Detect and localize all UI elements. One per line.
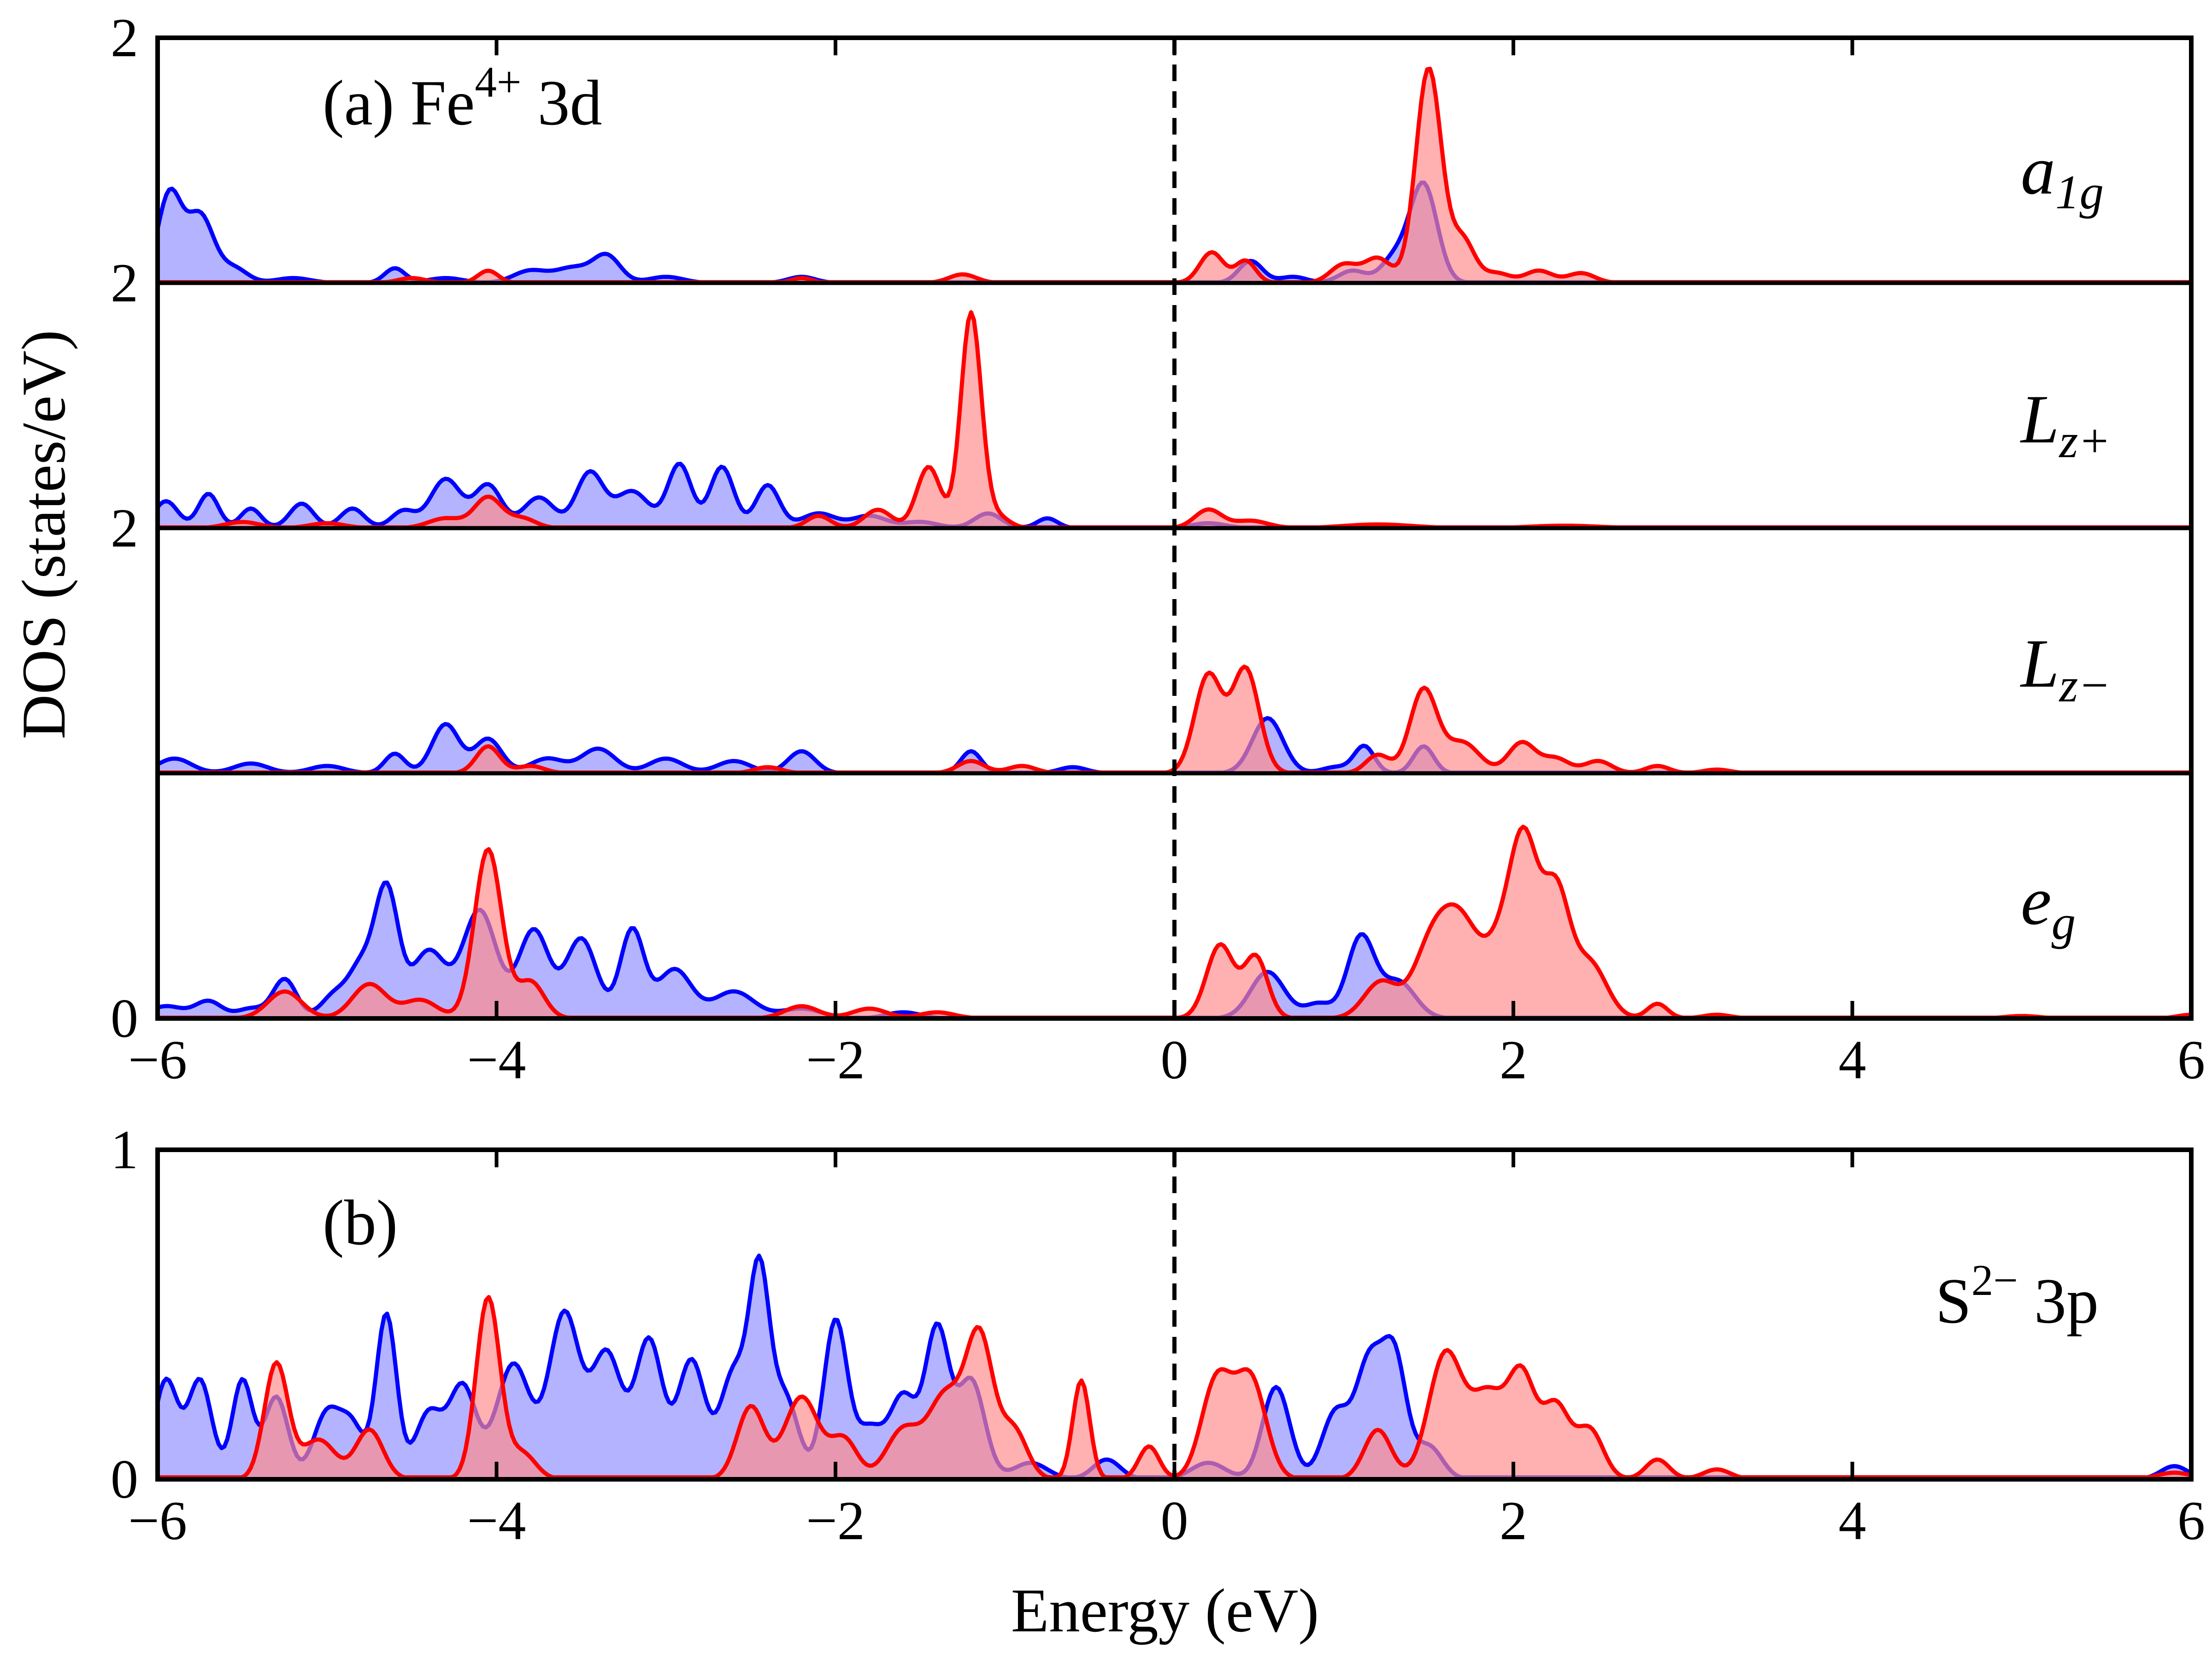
panel-a-title: (a) Fe4+ 3d — [323, 58, 602, 139]
panel-b-x-tick-label: −2 — [806, 1490, 865, 1551]
panel-a-x-tick-label: −4 — [467, 1029, 526, 1090]
panel-b-x-tick-label: 4 — [1839, 1490, 1866, 1551]
panel-a-x-tick-label: −6 — [128, 1029, 187, 1090]
panel-b-x-tick-label: 0 — [1161, 1490, 1188, 1551]
panel-a-x-tick-label: 0 — [1161, 1029, 1188, 1090]
subpanel-lzplus-y-tick-label: 2 — [111, 252, 138, 313]
subpanel-lzminus-orbital-label: Lz− — [2020, 625, 2111, 712]
panel-b-x-tick-label: 2 — [1500, 1490, 1527, 1551]
panel-b-red-fill — [158, 1297, 2191, 1479]
subpanel-eg-orbital-label: eg — [2021, 863, 2076, 949]
panel-b-x-tick-label: −6 — [128, 1490, 187, 1551]
panel-b-blue-fill — [158, 1255, 2191, 1479]
panel-b-y-tick-label: 0 — [111, 1448, 138, 1510]
x-axis-label: Energy (eV) — [1011, 1577, 1319, 1645]
subpanel-a1g-y-tick-label: 2 — [111, 7, 138, 68]
y-axis-label: DOS (states/eV) — [10, 330, 78, 740]
subpanel-eg-blue-fill — [158, 882, 2191, 1018]
panel-a-x-tick-label: 4 — [1839, 1029, 1866, 1090]
panel-b-x-tick-label: 6 — [2177, 1490, 2205, 1551]
panel-a-x-tick-label: 2 — [1500, 1029, 1527, 1090]
subpanel-lzplus-orbital-label: Lz+ — [2020, 381, 2111, 468]
panel-b-y-tick-label: 1 — [111, 1119, 138, 1180]
panel-a-x-tick-label: −2 — [806, 1029, 865, 1090]
subpanel-eg-y-tick-label: 0 — [111, 988, 138, 1049]
plot-area: 2 a1g 2 Lz+ 2 Lz− 0 eg −6 −4 −2 0 2 4 6 (a) Fe4+ 3d −6 −4… — [111, 7, 2205, 1551]
subpanel-lzminus-y-tick-label: 2 — [111, 497, 138, 559]
panel-a-x-tick-label: 6 — [2177, 1029, 2205, 1090]
subpanel-a1g-orbital-label: a1g — [2021, 132, 2104, 219]
subpanel-lzplus-blue-fill — [158, 464, 2191, 528]
subpanel-eg-red-fill — [158, 827, 2191, 1018]
panel-b-x-tick-label: −4 — [467, 1490, 526, 1551]
panel-b-orbital-label: S2− 3p — [1936, 1256, 2099, 1337]
panel-b-title: (b) — [323, 1187, 398, 1259]
